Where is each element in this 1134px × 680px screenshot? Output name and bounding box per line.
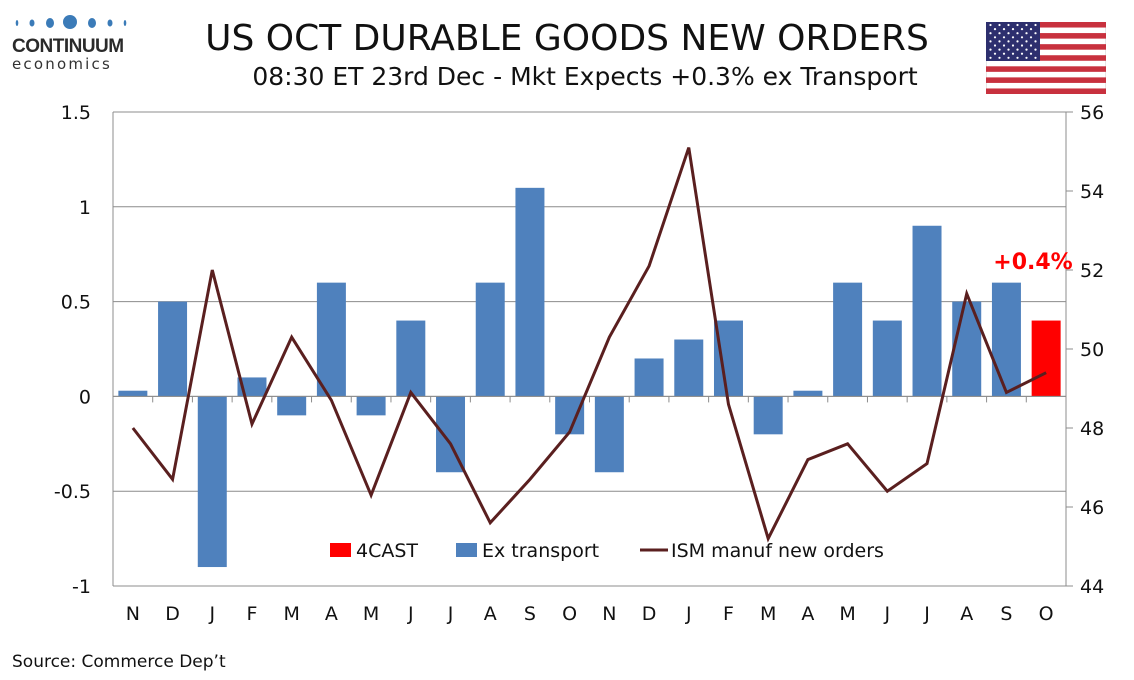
x-tick-label: D [642,603,657,625]
bar [594,396,624,473]
right-tick-label: 54 [1080,181,1104,203]
bar [634,358,664,397]
x-tick-label: J [447,603,454,625]
left-tick-label: 1 [79,197,91,219]
x-tick-label: J [407,603,414,625]
left-tick-label: 0 [79,386,91,408]
x-tick-label: J [923,603,930,625]
right-tick-label: 48 [1080,418,1104,440]
legend-label: 4CAST [356,540,418,562]
source-note: Source: Commerce Dep’t [12,652,226,672]
ism-line [131,147,1047,543]
x-tick-label: N [126,603,140,625]
legend-label: ISM manuf new orders [671,540,884,562]
bar [555,396,585,435]
x-tick-label: N [602,603,616,625]
bar [833,282,863,397]
bar [197,396,227,568]
bar [912,225,942,397]
x-tick-label: A [484,603,497,625]
chart-subtitle: 08:30 ET 23rd Dec - Mkt Expects +0.3% ex… [252,62,918,91]
bar [515,187,545,397]
bar [674,339,704,397]
x-tick-label: J [208,603,215,625]
bar [991,282,1021,397]
x-tick-label: A [960,603,973,625]
logo-brand: CONTINUUM [12,36,124,57]
bar [475,282,505,397]
right-tick-label: 50 [1080,339,1104,361]
continuum-logo: CONTINUUM economics [12,14,132,73]
x-tick-label: A [325,603,338,625]
right-tick-label: 56 [1080,102,1104,124]
legend-swatch-ex-transport [456,543,477,557]
bar [396,320,426,397]
x-tick-label: M [839,603,855,625]
x-tick-label: J [884,603,891,625]
x-tick-label: A [801,603,814,625]
us-flag-icon [986,22,1106,94]
bar [753,396,783,435]
x-tick-label: O [562,603,577,625]
x-tick-label: D [165,603,180,625]
legend-label: Ex transport [482,540,599,562]
bar [277,396,307,416]
x-tick-label: M [760,603,776,625]
x-tick-label: F [247,603,258,625]
left-tick-label: -0.5 [54,481,91,503]
bar [356,396,386,416]
left-tick-label: 1.5 [61,102,91,124]
x-tick-label: O [1039,603,1054,625]
logo-dots-icon [15,15,127,29]
right-tick-label: 52 [1080,260,1104,282]
left-tick-label: 0.5 [61,292,91,314]
left-tick-label: -1 [72,576,91,598]
x-tick-label: F [723,603,734,625]
bar [436,396,466,473]
x-tick-label: S [1000,603,1012,625]
forecast-bar [1031,320,1061,397]
right-tick-label: 44 [1080,576,1104,598]
bar [872,320,902,397]
chart-title: US OCT DURABLE GOODS NEW ORDERS [205,18,929,59]
bar [316,282,346,397]
legend-swatch-4cast [330,543,351,557]
right-tick-label: 46 [1080,497,1104,519]
x-tick-label: M [363,603,379,625]
x-tick-label: M [283,603,299,625]
bar [793,390,823,397]
bar [158,301,188,397]
x-tick-label: J [685,603,692,625]
bar [118,390,148,397]
x-tick-label: S [524,603,536,625]
forecast-annotation: +0.4% [993,250,1072,275]
logo-sub: economics [12,55,112,73]
